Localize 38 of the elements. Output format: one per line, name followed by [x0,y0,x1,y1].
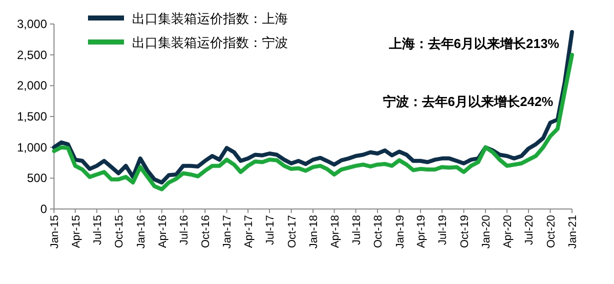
legend-label: 出口集装箱运价指数：宁波 [132,35,288,50]
x-tick-label: Jul-18 [350,215,363,245]
x-tick-label: Oct-20 [545,215,558,248]
x-tick-label: Jan-17 [222,215,234,249]
x-tick-label: Apr-20 [502,215,514,248]
y-tick-label: 500 [26,171,48,186]
x-tick-label: Apr-16 [156,215,169,248]
x-tick-label: Apr-19 [416,215,428,248]
x-tick-label: Apr-18 [329,215,342,248]
x-tick-label: Jan-15 [49,215,61,249]
x-tick-label: Jan-21 [567,215,579,249]
x-tick-label: Oct-19 [458,215,471,248]
x-tick-label: Jul-15 [92,215,104,245]
x-tick-label: Jul-19 [437,215,450,245]
y-tick-label: 1,500 [16,110,48,124]
x-tick-label: Apr-17 [243,215,256,248]
x-tick-label: Jan-20 [480,215,493,249]
y-tick-label: 2,000 [16,78,48,93]
line-series [52,52,574,192]
line-series [52,30,574,184]
x-tick-label: Jan-19 [394,215,406,249]
x-tick-label: Jan-18 [308,215,320,249]
x-tick-label: Jul-20 [524,215,536,245]
x-tick-label: Jan-16 [135,215,148,249]
x-tick-label: Oct-15 [114,215,126,248]
y-tick-label: 2,500 [16,48,48,62]
y-tick-label: 1,000 [16,140,48,154]
x-tick-label: Apr-15 [70,215,82,248]
x-tick-label: Oct-17 [286,215,298,248]
x-tick-label: Oct-18 [372,215,385,248]
annotation: 上海：去年6月以来增长213% [388,36,560,51]
x-tick-label: Jul-16 [178,215,190,245]
y-tick-label: 3,000 [16,17,48,31]
annotation: 宁波：去年6月以来增长242% [382,94,554,109]
x-tick-label: Jul-17 [264,215,277,245]
legend-label: 出口集装箱运价指数：上海 [132,11,288,26]
y-tick-label: 0 [40,202,48,216]
x-tick-label: Oct-16 [200,215,212,248]
